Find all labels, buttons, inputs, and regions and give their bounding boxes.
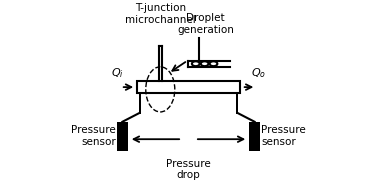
Text: $Q_o$: $Q_o$ (251, 66, 266, 80)
Ellipse shape (210, 61, 218, 66)
Bar (236, 93, 239, 114)
Bar (249, 122, 260, 151)
Text: Droplet
generation: Droplet generation (177, 13, 234, 35)
Text: Pressure
sensor: Pressure sensor (71, 126, 116, 147)
Text: T-junction
microchannel: T-junction microchannel (125, 3, 196, 25)
Ellipse shape (201, 61, 208, 66)
Text: Pressure
sensor: Pressure sensor (261, 126, 306, 147)
Bar (137, 81, 240, 93)
Ellipse shape (192, 61, 200, 66)
Bar (117, 122, 128, 151)
Text: $Q_i$: $Q_i$ (111, 66, 124, 80)
Text: Pressure
drop: Pressure drop (166, 158, 211, 180)
Bar (138, 93, 141, 114)
